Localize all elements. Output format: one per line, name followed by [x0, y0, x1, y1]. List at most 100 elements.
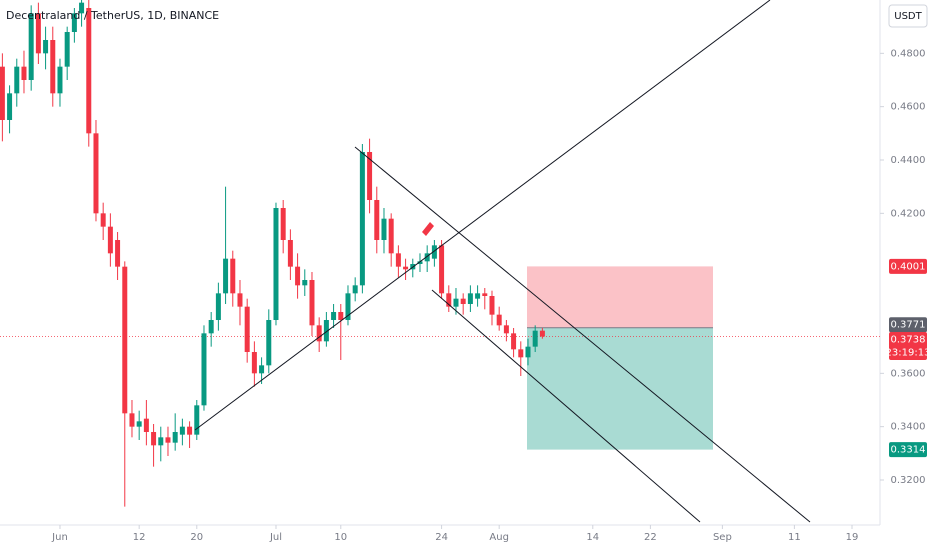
candle-body	[28, 13, 34, 80]
target-label-bg	[889, 442, 927, 458]
candle-body	[273, 208, 279, 320]
stop-zone	[527, 266, 713, 328]
candle-body	[187, 426, 193, 435]
candle-body	[287, 240, 293, 267]
candle-body	[259, 365, 265, 374]
trend-line	[194, 0, 771, 431]
candle-body	[388, 218, 394, 254]
candle-body	[395, 253, 401, 267]
candle-body	[14, 66, 20, 94]
candle-body	[453, 298, 459, 307]
candle-body	[71, 13, 77, 33]
candle-body	[374, 200, 380, 240]
candle-body	[338, 312, 344, 320]
candle-body	[475, 293, 481, 299]
candle-body	[208, 320, 214, 334]
candle-body	[482, 293, 488, 296]
candle-body	[201, 333, 207, 406]
candle-body	[43, 40, 49, 54]
candle-body	[359, 152, 365, 286]
candle-body	[86, 8, 92, 134]
candle-body	[35, 13, 41, 54]
trend-line	[354, 146, 811, 523]
y-tick-label: 0.4800	[891, 48, 926, 59]
candle-body	[129, 413, 135, 427]
y-tick-label: 0.4400	[891, 155, 926, 166]
candle-body	[151, 432, 157, 446]
candle-body	[417, 261, 423, 264]
candle-body	[136, 421, 142, 427]
candle-body	[323, 320, 329, 342]
last-price-label-bg	[889, 332, 927, 361]
candle-body	[57, 66, 63, 94]
x-tick-label: Jun	[51, 532, 68, 543]
candle-body	[158, 437, 164, 446]
y-tick-label: 0.4200	[891, 208, 926, 219]
chart-title: Decentraland / TetherUS, 1D, BINANCE	[6, 9, 219, 22]
candle-body	[122, 266, 128, 414]
candle-body	[0, 66, 5, 120]
candle-body	[115, 240, 121, 267]
x-tick-label: 10	[334, 532, 347, 543]
candle-body	[302, 280, 308, 286]
candle-body	[403, 266, 409, 270]
candle-body	[431, 245, 437, 259]
candle-body	[367, 152, 373, 200]
target-zone	[527, 327, 713, 450]
x-tick-label: 14	[586, 532, 599, 543]
candle-body	[446, 293, 452, 307]
countdown: 23:19:13	[886, 348, 931, 359]
candle-body	[295, 266, 301, 286]
x-tick-label: Aug	[489, 532, 509, 543]
candle-body	[237, 293, 243, 307]
candle-body	[460, 298, 466, 304]
x-tick-label: Sep	[713, 532, 732, 543]
candle-body	[251, 352, 257, 374]
candle-body	[7, 93, 13, 120]
candle-body	[511, 333, 517, 350]
candle-body	[532, 330, 538, 347]
currency-label[interactable]: USDT	[894, 11, 922, 22]
currency-button[interactable]	[888, 4, 928, 28]
stop-loss-label-bg	[889, 258, 927, 274]
candle-body	[143, 418, 149, 432]
y-tick-label: 0.3200	[891, 475, 926, 486]
candle-body	[439, 245, 445, 294]
entry-label-bg	[889, 317, 927, 333]
stop-loss-label: 0.4001	[891, 261, 926, 272]
x-tick-label: 22	[644, 532, 657, 543]
x-tick-label: Jul	[269, 532, 282, 543]
x-tick-label: 24	[435, 532, 448, 543]
candle-body	[345, 293, 351, 320]
target-label: 0.3314	[891, 445, 926, 456]
candle-body	[503, 325, 509, 334]
trend-line	[431, 289, 701, 523]
candle-body	[266, 320, 272, 366]
x-tick-label: 11	[788, 532, 801, 543]
candle-body	[467, 293, 473, 304]
candle-body	[79, 2, 85, 14]
candle-body	[244, 306, 250, 352]
candle-body	[64, 32, 70, 67]
candle-body	[496, 314, 502, 326]
candle-body	[194, 405, 200, 435]
candle-body	[424, 253, 430, 262]
candle-body	[518, 349, 524, 358]
y-tick-label: 0.3600	[891, 368, 926, 379]
x-tick-label: 20	[190, 532, 203, 543]
candle-body	[107, 226, 113, 254]
candle-body	[93, 133, 99, 214]
y-tick-label: 0.3400	[891, 422, 926, 433]
candle-body	[223, 258, 229, 294]
candle-body	[179, 426, 185, 435]
candle-body	[172, 432, 178, 443]
entry-label: 0.3771	[891, 320, 926, 331]
candle-body	[539, 330, 545, 337]
candle-body	[100, 213, 106, 227]
y-tick-label: 0.4600	[891, 102, 926, 113]
candle-body	[50, 40, 56, 94]
x-tick-label: 12	[133, 532, 146, 543]
candle-body	[489, 296, 495, 315]
